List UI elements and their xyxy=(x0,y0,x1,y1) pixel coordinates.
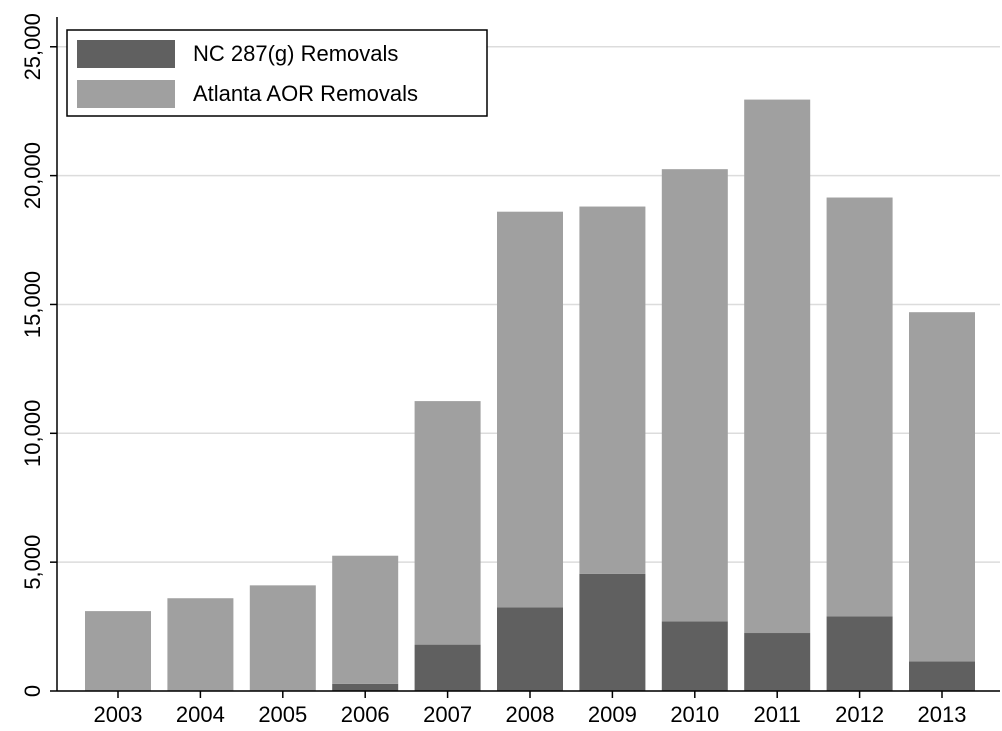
bar-segment xyxy=(249,585,316,691)
bar-segment xyxy=(414,644,481,691)
x-tick-label: 2013 xyxy=(918,702,967,727)
legend-swatch xyxy=(77,80,175,108)
bar-segment xyxy=(909,661,975,691)
x-tick-label: 2008 xyxy=(506,702,555,727)
x-tick-label: 2010 xyxy=(670,702,719,727)
bar-segment xyxy=(744,633,811,691)
legend: NC 287(g) Removals Atlanta AOR Removals xyxy=(66,29,488,117)
bar-segment xyxy=(167,598,234,691)
bar-segment xyxy=(661,621,728,691)
bar-segment xyxy=(826,197,893,617)
legend-swatch xyxy=(77,40,175,68)
bar-segment xyxy=(661,169,728,622)
y-tick-label: 10,000 xyxy=(20,400,45,467)
x-tick-label: 2012 xyxy=(835,702,884,727)
y-tick-label: 15,000 xyxy=(20,271,45,338)
bar-segment xyxy=(579,573,646,691)
bar-segment xyxy=(497,211,563,608)
legend-label: NC 287(g) Removals xyxy=(193,41,398,66)
bar-segment xyxy=(826,616,893,691)
x-tick-label: 2006 xyxy=(341,702,390,727)
y-tick-label: 0 xyxy=(20,685,45,697)
x-tick-label: 2003 xyxy=(94,702,143,727)
bar-segment xyxy=(332,555,399,684)
bar-segment xyxy=(909,312,975,662)
bars xyxy=(85,99,975,691)
bar-segment xyxy=(579,206,646,574)
y-tick-label: 25,000 xyxy=(20,13,45,80)
bar-segment xyxy=(85,611,151,691)
bar-segment xyxy=(332,683,399,691)
x-tick-label: 2007 xyxy=(423,702,472,727)
legend-label: Atlanta AOR Removals xyxy=(193,81,418,106)
bar-segment xyxy=(497,607,563,691)
x-tick-label: 2011 xyxy=(754,702,801,727)
bar-segment xyxy=(744,99,811,634)
axes: 0 5,000 10,000 15,000 20,000 25,000 2003 2004 20… xyxy=(20,13,1000,727)
x-tick-label: 2009 xyxy=(588,702,637,727)
y-tick-label: 5,000 xyxy=(20,535,45,590)
y-tick-label: 20,000 xyxy=(20,142,45,209)
bar-segment xyxy=(414,401,481,645)
x-tick-label: 2005 xyxy=(258,702,307,727)
x-tick-label: 2004 xyxy=(176,702,225,727)
